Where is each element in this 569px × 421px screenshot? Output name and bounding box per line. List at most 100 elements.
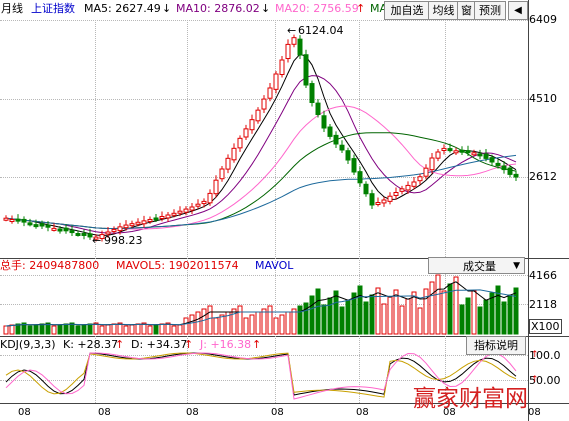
candle-body bbox=[105, 231, 111, 235]
candle-body bbox=[453, 150, 459, 154]
candle-body bbox=[483, 153, 489, 159]
grid-line bbox=[445, 20, 446, 403]
candle-body bbox=[333, 134, 339, 145]
volume-bar bbox=[399, 305, 405, 335]
volume-bar bbox=[375, 287, 381, 335]
volume-bar bbox=[285, 311, 291, 335]
volume-bar bbox=[261, 308, 267, 335]
candle-body bbox=[363, 183, 369, 195]
volume-bar bbox=[99, 325, 105, 335]
kdj-axis-arrow: ↑ bbox=[531, 350, 539, 360]
forecast-button[interactable]: 预测 bbox=[474, 1, 506, 20]
mavol-label: MAVOL bbox=[255, 259, 294, 272]
volume-bar bbox=[489, 292, 495, 335]
ma5-label: MA5: 2627.49 bbox=[84, 2, 161, 15]
indicator-help-button[interactable]: 指标说明 bbox=[466, 336, 526, 355]
candle-body bbox=[309, 83, 315, 103]
volume-bar bbox=[453, 276, 459, 335]
volume-bar bbox=[171, 325, 177, 335]
candle-body bbox=[345, 150, 351, 161]
ma20-arrow: ↑ bbox=[356, 2, 366, 15]
candle-body bbox=[267, 87, 273, 99]
candle-body bbox=[501, 165, 507, 171]
candle-body bbox=[219, 168, 225, 180]
mavol5-label: MAVOL5: 1902011574 bbox=[116, 259, 239, 272]
kdj-j-line bbox=[5, 352, 517, 400]
index-name: 上证指数 bbox=[31, 2, 75, 15]
volume-bar bbox=[219, 314, 225, 335]
volume-bar bbox=[495, 285, 501, 335]
candle-body bbox=[141, 220, 147, 225]
low-price-label: 998.23 bbox=[104, 234, 143, 247]
kdj-d-line bbox=[5, 352, 517, 398]
ma10-label: MA10: 2876.02 bbox=[176, 2, 260, 15]
candle-body bbox=[171, 212, 177, 216]
volume-bar bbox=[501, 301, 507, 335]
low-marker: ← bbox=[92, 234, 102, 247]
chevron-down-icon: ▼ bbox=[513, 261, 520, 271]
volume-bar bbox=[291, 308, 297, 335]
candle-body bbox=[369, 193, 375, 206]
watermark-logo: 赢家财富网 bbox=[413, 386, 528, 412]
volume-bar bbox=[129, 324, 135, 335]
volume-bar bbox=[471, 290, 477, 335]
x-axis-label: 08 bbox=[356, 407, 369, 418]
candle-body bbox=[357, 171, 363, 184]
candle-body bbox=[315, 102, 321, 115]
candle-body bbox=[411, 181, 417, 187]
candle-body bbox=[27, 222, 33, 226]
ma-settings-button[interactable]: 均线 bbox=[428, 1, 459, 20]
candle-body bbox=[99, 234, 105, 239]
x-axis-label: 08 bbox=[271, 407, 284, 418]
volume-bar bbox=[339, 306, 345, 335]
price-axis-label: 6409 bbox=[529, 13, 557, 26]
volume-bar bbox=[273, 317, 279, 335]
price-axis-label: 4510 bbox=[529, 92, 557, 105]
candle-body bbox=[33, 224, 39, 228]
candle-body bbox=[447, 148, 453, 152]
grid-line bbox=[0, 304, 528, 305]
candle-body bbox=[165, 214, 171, 219]
volume-bar bbox=[357, 285, 363, 335]
grid-line bbox=[0, 380, 528, 381]
volume-bar bbox=[243, 317, 249, 335]
volume-bar bbox=[141, 322, 147, 335]
volume-bar bbox=[153, 324, 159, 335]
candle-body bbox=[339, 144, 345, 151]
candle-body bbox=[213, 179, 219, 195]
candle-body bbox=[57, 228, 63, 232]
candle-body bbox=[459, 149, 465, 153]
high-marker: ← bbox=[287, 24, 297, 37]
volume-axis-label: 4166 bbox=[529, 269, 557, 282]
candle-body bbox=[375, 202, 381, 205]
high-price-label: 6124.04 bbox=[298, 24, 344, 37]
kdj-axis-arrow: ↑ bbox=[531, 375, 539, 385]
kdj-params-label: KDJ(9,3,3) bbox=[0, 338, 56, 351]
volume-indicator-select[interactable]: 成交量 ▼ bbox=[428, 257, 525, 274]
add-watchlist-button[interactable]: 加自选 bbox=[384, 1, 430, 20]
grid-line bbox=[0, 275, 528, 276]
volume-bar bbox=[9, 324, 15, 335]
grid-line bbox=[0, 355, 528, 356]
ma30-label-cut: MA bbox=[370, 2, 388, 15]
candle-body bbox=[81, 232, 87, 236]
candle-body bbox=[51, 227, 57, 231]
collapse-arrow-icon[interactable]: ◀ bbox=[508, 1, 528, 20]
volume-bar bbox=[165, 322, 171, 335]
candle-body bbox=[111, 228, 117, 232]
candle-body bbox=[207, 192, 213, 204]
ma60-line bbox=[5, 154, 517, 229]
x-axis-label: 08 bbox=[528, 407, 541, 418]
volume-bar bbox=[159, 323, 165, 335]
total-volume-label: 总手: 2409487800 bbox=[0, 259, 100, 272]
kdj-d-label: D: +34.37 bbox=[131, 338, 188, 351]
candle-body bbox=[231, 147, 237, 161]
candle-body bbox=[177, 210, 183, 214]
volume-bar bbox=[231, 308, 237, 335]
volume-indicator-value: 成交量 bbox=[463, 260, 496, 273]
volume-bar bbox=[189, 314, 195, 335]
volume-bar bbox=[363, 301, 369, 335]
volume-bar bbox=[309, 295, 315, 335]
volume-bar bbox=[393, 289, 399, 335]
